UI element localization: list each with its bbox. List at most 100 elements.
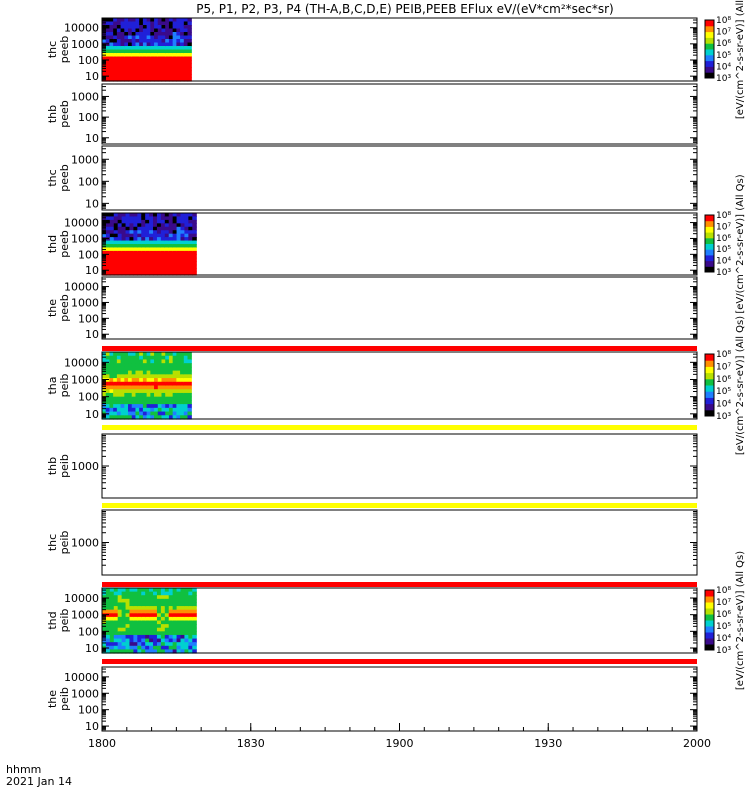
colorbar-swatch [705,70,714,73]
flux-cell [131,389,137,394]
flux-cell [192,631,197,636]
flux-cell [109,389,114,394]
flux-cell [172,21,177,26]
flux-cell [105,67,111,72]
flux-cell [141,226,146,231]
flux-cell [157,18,163,23]
flux-cell [131,53,137,58]
flux-cell [133,254,138,259]
flux-cell [187,363,192,368]
flux-cell [172,18,177,23]
flux-cell [105,355,111,361]
flux-cell [116,378,122,383]
flux-cell [149,627,154,632]
flux-cell [124,366,129,372]
flux-cell [109,378,114,383]
flux-cell [160,624,166,629]
flux-cell [141,257,146,262]
flux-cell [187,60,192,65]
flux-cell [135,352,140,357]
colorbar-tick-label: 10⁵ [716,245,731,255]
flux-cell [176,49,181,54]
flux-cell [133,613,138,618]
flux-cell [137,606,142,611]
flux-cell [184,609,189,614]
flux-cell [187,389,192,394]
flux-cell [176,32,181,37]
flux-cell [137,591,142,596]
flux-cell [121,226,127,231]
colorbar-swatch [705,22,714,25]
flux-cell [184,631,189,636]
flux-cell [160,254,166,259]
x-tick-label: 1830 [237,737,265,750]
flux-cell [131,77,137,82]
flux-cell [176,631,182,636]
flux-cell [131,42,137,47]
flux-cell [176,233,182,238]
flux-cell [180,649,186,654]
colorbar-swatch [705,220,714,223]
flux-cell [135,415,140,420]
flux-cell [145,233,150,238]
colorbar-swatch [705,244,714,247]
colorbar-swatch [705,222,714,225]
flux-cell [157,35,163,40]
flux-cell [154,56,159,61]
colorbar-swatch [705,21,714,24]
flux-cell [160,230,166,235]
flux-cell [105,244,111,249]
flux-cell [137,226,142,231]
flux-cell [105,42,111,47]
flux-cell [153,649,158,654]
flux-cell [172,56,177,61]
colorbar-frame [704,19,715,79]
panel-label: thdpeeb [46,230,71,258]
flux-cell [142,49,148,54]
flux-cell [161,28,166,33]
colorbar-swatch [705,645,714,648]
flux-cell [121,247,127,252]
colorbar-swatch [705,627,714,630]
colorbar-swatch [705,597,714,600]
flux-cell [137,595,142,600]
flux-cell [135,77,140,82]
flux-cell [105,21,111,26]
flux-cell [142,63,148,68]
flux-cell [125,638,131,643]
flux-cell [131,21,137,26]
flux-cell [137,645,142,650]
flux-cell [141,588,146,593]
y-tick-label: 10000 [64,281,99,294]
flux-cell [120,18,125,23]
flux-cell [117,261,123,266]
flux-cell [168,240,174,245]
flux-cell [116,415,122,420]
flux-cell [146,74,151,79]
flux-cell [142,70,148,75]
flux-cell [105,70,111,75]
flux-cell [164,216,170,221]
flux-cell [180,35,185,40]
flux-cell [116,374,122,379]
colorbar-swatch [705,606,714,609]
status-band-red [102,346,697,351]
colorbar-swatch [705,594,714,597]
flux-cell [154,381,159,387]
flux-cell [161,46,166,51]
flux-cell [131,385,137,390]
flux-cell [121,223,127,228]
flux-cell [117,591,123,596]
flux-cell [172,261,178,266]
flux-cell [109,63,114,68]
panel-label: thepeeb [46,294,71,322]
flux-cell [172,74,177,79]
flux-cell [192,271,197,276]
flux-cell [150,28,155,33]
colorbar-swatch [705,227,714,230]
y-tick-label: 1000 [71,90,99,103]
flux-cell [180,250,186,255]
colorbar-swatch [705,638,714,640]
flux-cell [157,389,163,394]
flux-cell [180,213,186,218]
